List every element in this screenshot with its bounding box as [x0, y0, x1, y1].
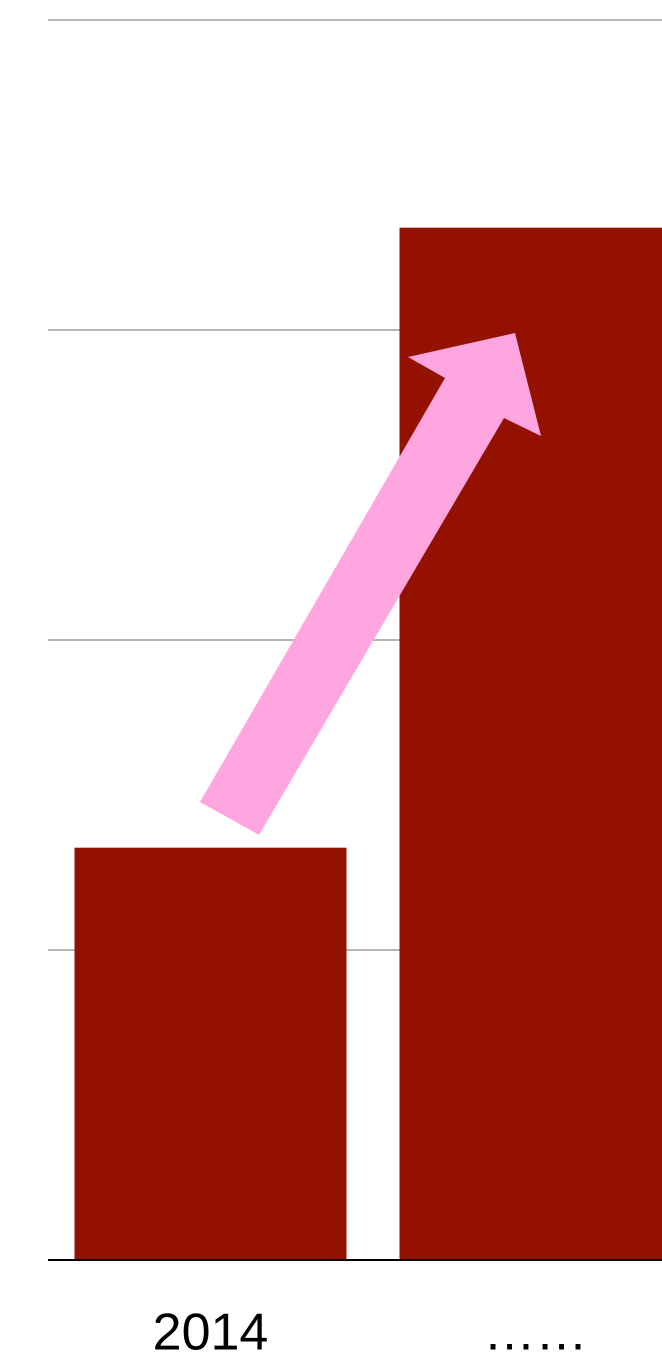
bar: [74, 847, 347, 1260]
x-tick-label: ……: [484, 1304, 588, 1362]
trend-arrow: [200, 333, 541, 835]
labels: 2014 ……: [48, 1259, 662, 1362]
bars: [74, 227, 662, 1261]
bar: [399, 227, 662, 1261]
x-tick-label: 2014: [153, 1304, 269, 1362]
